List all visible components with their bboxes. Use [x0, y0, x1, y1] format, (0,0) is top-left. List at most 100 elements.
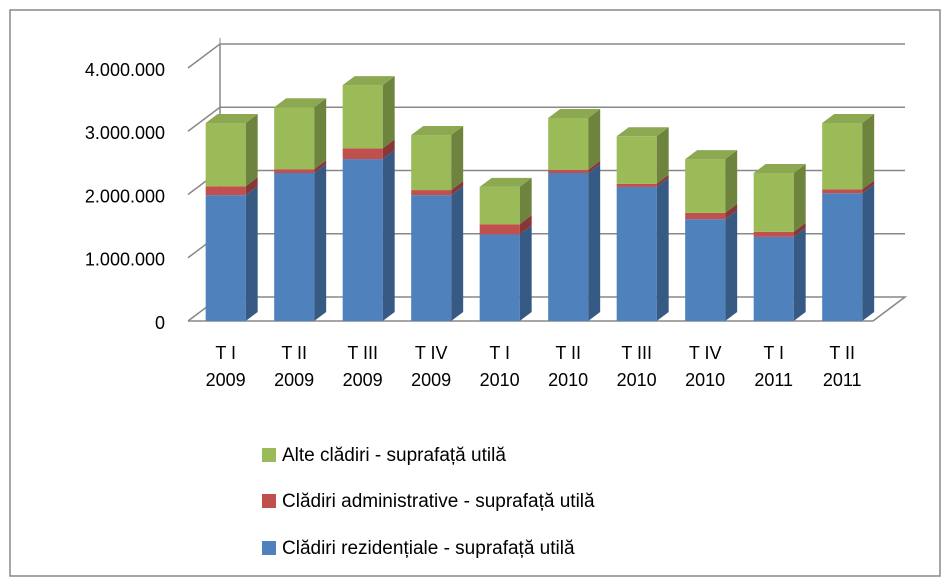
y-tick-label: 0 [155, 313, 165, 333]
bar-segment [274, 160, 327, 173]
bar-side [656, 174, 669, 187]
bar-segment [205, 186, 258, 321]
bar-segment [548, 108, 601, 170]
x-tick-label: T IV 2009 [411, 343, 452, 390]
bar-segment [822, 114, 875, 190]
bar-front [822, 123, 863, 190]
bar-segment [822, 180, 875, 194]
bar-segment [822, 184, 875, 321]
x-tick-label: T I 2011 [754, 343, 794, 390]
bar-front [753, 236, 794, 321]
bar-front [411, 135, 452, 191]
bar-segment [479, 177, 532, 225]
bar-side [862, 180, 875, 194]
x-tick-label-box: T II 2009 [274, 343, 315, 390]
x-tick-label: T II 2009 [274, 343, 315, 390]
bar-side [314, 98, 327, 170]
bar-side [793, 163, 806, 232]
bar-top [411, 126, 464, 136]
bar-segment [342, 139, 395, 160]
bar-top [479, 177, 532, 187]
x-tick-label-box: T IV 2009 [411, 343, 452, 390]
bar-segment [274, 98, 327, 170]
x-tick-label-box: T II 2011 [822, 343, 862, 390]
bar-side [656, 127, 669, 184]
x-tick-label: T I 2009 [205, 343, 246, 390]
bar-top [205, 114, 258, 124]
bar-front [274, 107, 315, 170]
bar-top [616, 127, 669, 137]
y-tick-label: 3.000.000 [85, 123, 165, 143]
bar-top [342, 76, 395, 86]
legend-swatch [262, 494, 276, 508]
bar-side [245, 186, 258, 321]
bar-side [656, 177, 669, 321]
bar-side [793, 222, 806, 237]
legend-label: Clădiri administrative - suprafață utilă [282, 491, 595, 512]
x-tick-label: T I 2010 [479, 343, 520, 390]
x-tick-label: T II 2010 [548, 343, 589, 390]
x-tick-label: T II 2011 [822, 343, 862, 390]
bar-front [205, 186, 246, 196]
bar-front [274, 169, 315, 173]
bar-front [342, 85, 383, 149]
bar-front [616, 136, 657, 184]
bar-side [519, 215, 532, 235]
bar-front [616, 183, 657, 187]
bar-segment [616, 127, 669, 184]
bar-side [725, 203, 738, 220]
legend-swatch [262, 448, 276, 462]
bar-segment [753, 227, 806, 321]
x-tick-label: T III 2010 [616, 343, 657, 390]
bar-front [342, 159, 383, 321]
bar-front [753, 231, 794, 237]
bar-side [314, 163, 327, 321]
bar-side [725, 210, 738, 321]
bar-front [411, 195, 452, 321]
bar-segment [274, 163, 327, 321]
bar-side [451, 181, 464, 196]
bar-segment [479, 225, 532, 321]
bar-front [685, 159, 726, 213]
bar-segment [753, 222, 806, 237]
bar-front [205, 195, 246, 321]
bar-side [245, 177, 258, 196]
bar-side [793, 227, 806, 321]
bar-front [411, 190, 452, 196]
bar-segment [479, 215, 532, 235]
bar-segment [685, 150, 738, 213]
bar-segment [411, 126, 464, 191]
legend-label: Alte clădiri - suprafață utilă [282, 445, 506, 466]
bar-side [862, 184, 875, 321]
bar-side [862, 114, 875, 190]
bar-front [616, 186, 657, 321]
x-tick-label: T IV 2010 [685, 343, 726, 390]
y-tick-label: 1.000.000 [85, 250, 165, 270]
bar-top [753, 163, 806, 173]
bar-side [382, 150, 395, 321]
x-tick-label-box: T I 2011 [754, 343, 794, 390]
bar-front [548, 169, 589, 173]
bar-segment [753, 163, 806, 232]
bar-front [342, 148, 383, 160]
bar-top [685, 150, 738, 160]
bar-side [588, 160, 601, 173]
bar-side [382, 139, 395, 160]
bar-side [451, 186, 464, 321]
bar-front [685, 212, 726, 220]
bar-segment [548, 163, 601, 321]
legend-swatch [262, 541, 276, 555]
bar-front [479, 234, 520, 321]
bar-front [822, 193, 863, 321]
x-tick-label-box: T I 2010 [479, 343, 520, 390]
bar-top [274, 98, 327, 108]
bar-top [548, 108, 601, 118]
bar-front [479, 224, 520, 235]
bar-side [588, 108, 601, 170]
bar-segment [342, 150, 395, 321]
bar-front [479, 186, 520, 225]
bar-segment [685, 210, 738, 321]
x-tick-label-box: T I 2009 [205, 343, 246, 390]
bar-front [205, 123, 246, 187]
